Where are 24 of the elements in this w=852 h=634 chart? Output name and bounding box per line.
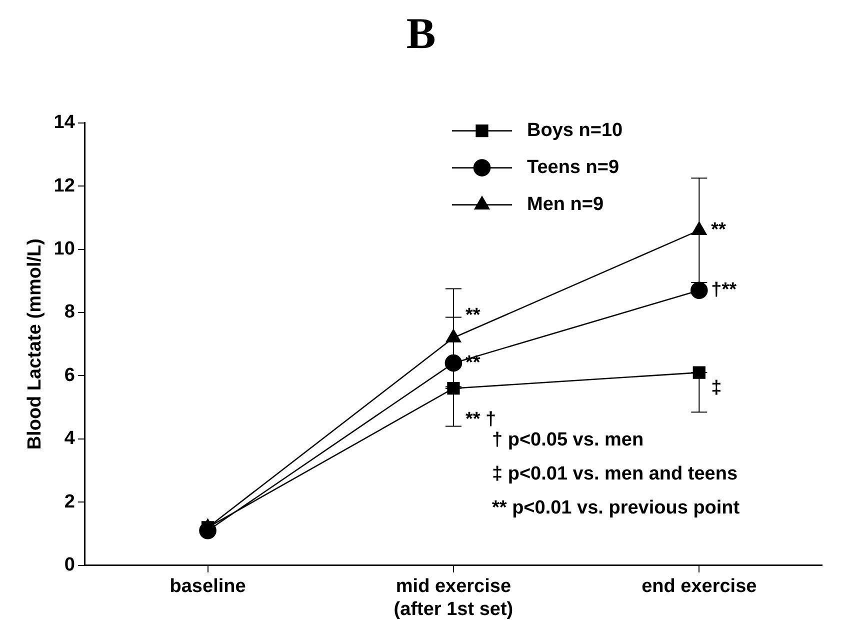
y-tick-label: 2 xyxy=(64,491,75,512)
annotation: †** xyxy=(711,280,738,301)
legend-label: Men n=9 xyxy=(527,194,604,216)
x-tick-label: end exercise xyxy=(642,576,757,598)
annotation: ‡ p<0.01 vs. men and teens xyxy=(492,464,738,485)
y-tick-label: 14 xyxy=(54,112,76,134)
annotation: ** p<0.01 vs. previous point xyxy=(492,498,740,519)
chart-title: B xyxy=(406,8,436,58)
y-tick-label: 6 xyxy=(64,364,75,386)
x-tick-label: mid exercise (after 1st set) xyxy=(394,576,514,620)
y-tick-label: 4 xyxy=(64,428,76,450)
annotation: ** xyxy=(711,220,727,241)
x-tick-label: baseline xyxy=(170,576,246,598)
y-tick-label: 10 xyxy=(54,238,75,260)
annotation: ** † xyxy=(465,409,496,430)
annotation: † p<0.05 vs. men xyxy=(492,430,644,451)
y-tick-label: 0 xyxy=(64,554,75,576)
legend-label: Boys n=10 xyxy=(527,120,623,142)
y-axis-title: Blood Lactate (mmol/L) xyxy=(24,238,46,450)
y-tick-label: 12 xyxy=(54,175,75,196)
annotation: ** xyxy=(465,304,481,326)
y-tick-label: 8 xyxy=(64,302,75,323)
annotation: ‡ xyxy=(711,378,722,399)
legend-label: Teens n=9 xyxy=(527,157,620,178)
